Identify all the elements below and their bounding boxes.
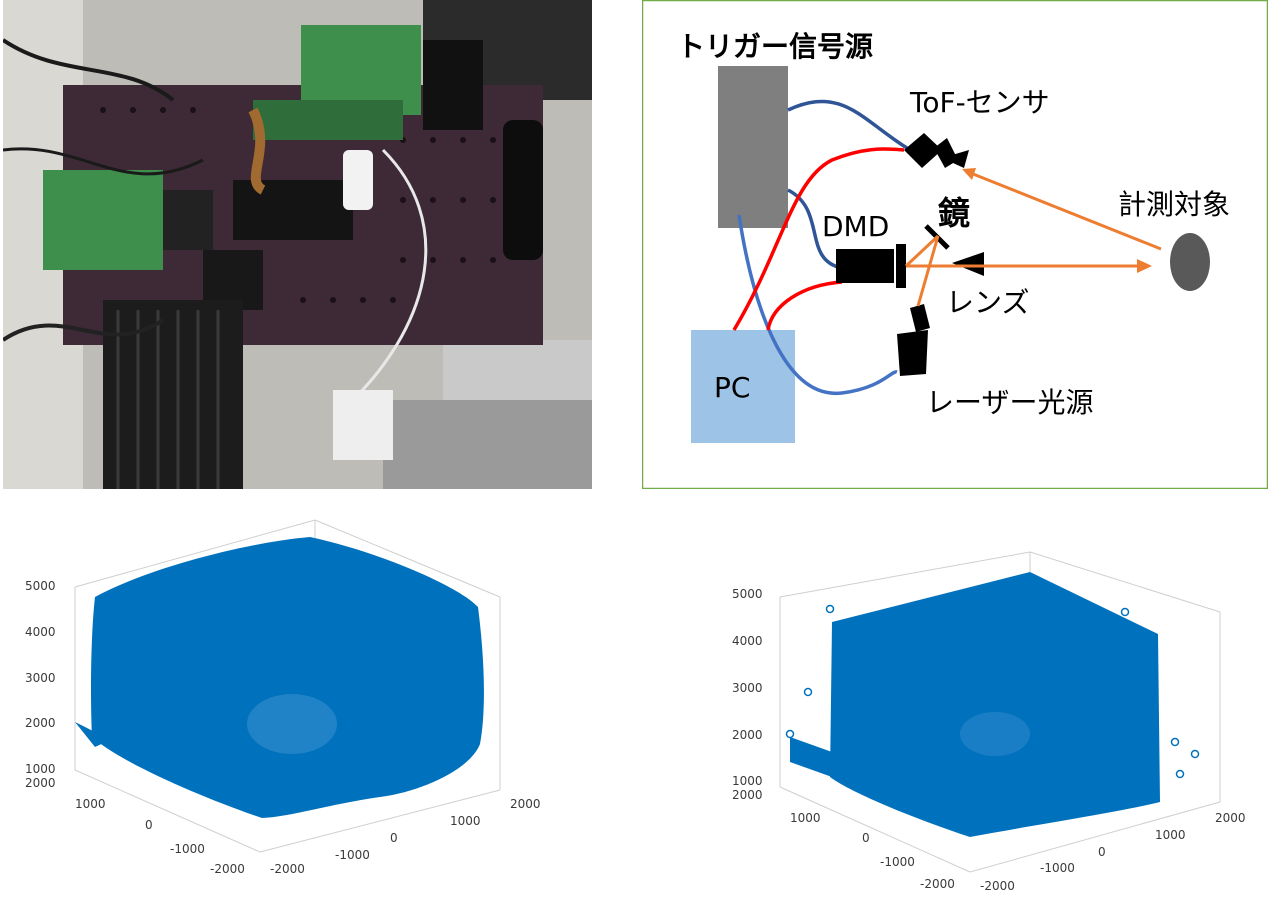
pc-to-dmd-wire [766,280,843,331]
scatter-3d-right: 5000 4000 3000 2000 1000 2000 1000 0 -10… [640,512,1281,916]
measurement-target [1170,233,1210,291]
x-tick-2000: 2000 [1215,811,1246,825]
z-tick-5000: 5000 [25,579,56,593]
y-tick-0: 0 [862,831,870,845]
label-trigger-source: トリガー信号源 [677,30,873,63]
x-tick-neg2000: -2000 [980,879,1015,893]
y-tick-1000: 1000 [790,811,821,825]
x-tick-1000: 1000 [1155,828,1186,842]
label-lens: レンズ [946,286,1029,319]
z-tick-1000: 1000 [25,762,56,776]
y-tick-2000: 2000 [732,788,763,802]
x-tick-neg1000: -1000 [335,848,370,862]
arrow-to-tof [962,168,976,180]
y-tick-1000: 1000 [75,797,106,811]
pc-to-tof-wire [732,147,905,331]
trigger-to-tof-wire [787,99,908,150]
dmd-icon [836,244,906,288]
x-tick-0: 0 [390,831,398,845]
point-cloud-right [830,572,1160,837]
z-tick-3000: 3000 [25,671,56,685]
scatter-3d-left: 5000 4000 3000 2000 1000 2000 1000 0 -10… [0,512,640,916]
y-tick-neg2000: -2000 [210,862,245,876]
z-tick-3000: 3000 [732,681,763,695]
lens-icon [952,252,984,276]
point-cloud-left-edge [75,722,110,747]
setup-photo [3,0,592,489]
x-tick-2000: 2000 [510,797,541,811]
point-cloud-left-shadow [247,694,337,754]
label-target: 計測対象 [1118,188,1230,221]
outlier-markers-right [785,604,1200,779]
x-tick-1000: 1000 [450,814,481,828]
y-tick-0: 0 [145,818,153,832]
x-tick-neg2000: -2000 [270,862,305,876]
point-cloud-left [91,537,484,818]
system-diagram: トリガー信号源 ToF-センサ DMD 鏡 計測対象 レンズ PC レーザー光源 [642,0,1268,489]
label-tof-sensor: ToF-センサ [909,86,1050,119]
y-tick-neg2000: -2000 [920,877,955,891]
tof-sensor-icon [904,133,969,168]
z-tick-5000: 5000 [732,587,763,601]
trigger-source-box [718,66,788,228]
z-tick-4000: 4000 [25,625,56,639]
point-cloud-right-edge [790,737,832,777]
label-pc: PC [714,371,750,404]
z-tick-2000: 2000 [25,716,56,730]
arrow-to-target [1137,259,1152,273]
z-tick-4000: 4000 [732,634,763,648]
trigger-to-laser-wire [737,214,898,395]
laser-source-icon [897,304,930,376]
label-dmd: DMD [822,210,889,243]
z-tick-1000: 1000 [732,774,763,788]
setup-photo-image [3,0,592,489]
scatter-left-svg: 5000 4000 3000 2000 1000 2000 1000 0 -10… [25,519,541,876]
point-cloud-right-shadow [960,712,1030,756]
x-tick-neg1000: -1000 [1040,861,1075,875]
label-laser-source: レーザー光源 [926,386,1093,419]
label-mirror: 鏡 [938,194,970,232]
light-path [904,170,1162,307]
z-tick-2000: 2000 [732,728,763,742]
system-diagram-svg: トリガー信号源 ToF-センサ DMD 鏡 計測対象 レンズ PC レーザー光源 [642,0,1268,489]
y-tick-neg1000: -1000 [170,842,205,856]
scatter-right-svg: 5000 4000 3000 2000 1000 2000 1000 0 -10… [732,551,1246,893]
y-tick-neg1000: -1000 [880,855,915,869]
x-tick-0: 0 [1098,845,1106,859]
y-tick-2000: 2000 [25,776,56,790]
